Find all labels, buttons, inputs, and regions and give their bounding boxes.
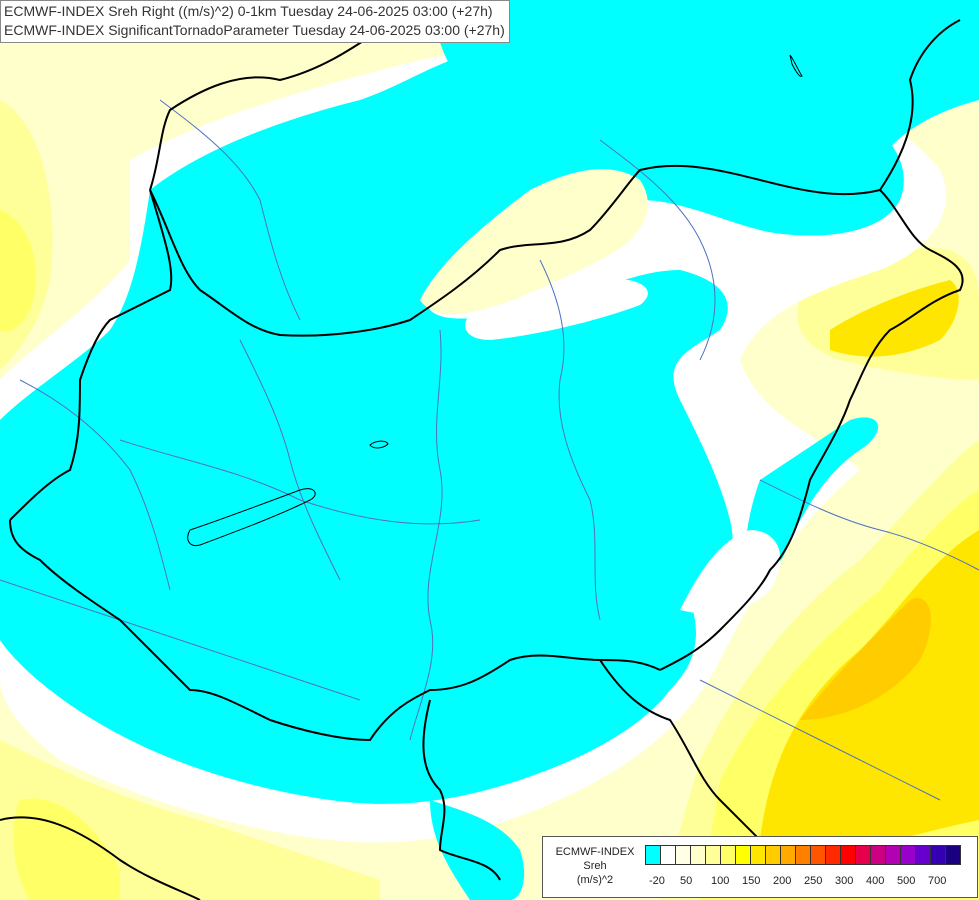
cyan-south-tongue [430,800,525,900]
map-title-box: ECMWF-INDEX Sreh Right ((m/s)^2) 0-1km T… [0,0,510,43]
legend-tick-label: 100 [711,875,730,887]
legend-tick-label: 500 [897,875,916,887]
legend-swatch [840,845,856,865]
legend-unit: (m/s)^2 [576,874,614,886]
legend-swatch [660,845,676,865]
legend-swatch [705,845,721,865]
legend-swatch [690,845,706,865]
legend-swatch [645,845,661,865]
legend-tick-label: 250 [804,875,823,887]
cyan-north-region [430,0,979,160]
legend-swatch [810,845,826,865]
legend-swatch [870,845,886,865]
legend-swatch [780,845,796,865]
legend-swatch [750,845,766,865]
legend-color-scale [645,845,961,867]
legend-label: ECMWF-INDEX Sreh (m/s)^2 [547,845,643,887]
legend-swatch [795,845,811,865]
legend-tick-label: 150 [742,875,761,887]
legend-tick-label: 50 [680,875,693,887]
east-gold-patch [830,280,959,357]
lake-balaton [187,488,316,547]
legend-swatch [885,845,901,865]
legend-swatch [915,845,931,865]
map-title-line1: ECMWF-INDEX Sreh Right ((m/s)^2) 0-1km T… [4,3,493,19]
legend-swatch [900,845,916,865]
legend-tick-label: 400 [866,875,885,887]
small-lake [789,54,803,77]
north-white-blob [465,279,648,340]
legend-tick-label: 200 [773,875,792,887]
cyan-main-region [0,38,904,804]
southeast-orange-region [800,598,931,720]
legend-tick-label: 300 [835,875,854,887]
legend-swatch [825,845,841,865]
legend-tick-labels: -20 50 100 150 200 250 300 400 500 700 [645,875,975,891]
small-lake [369,440,389,449]
map-title-line2: ECMWF-INDEX SignificantTornadoParameter … [4,22,505,38]
legend-swatch [930,845,946,865]
river-network [0,99,979,801]
legend-swatch [735,845,751,865]
legend-swatch [855,845,871,865]
north-yellow-blob [420,169,648,315]
legend-swatch [720,845,736,865]
legend-swatch [945,845,961,865]
southwest-gold-patch [13,798,120,900]
legend-swatch [675,845,691,865]
legend-variable: Sreh [583,860,607,872]
legend-tick-label: -20 [649,875,665,887]
legend-title: ECMWF-INDEX [555,846,635,858]
legend-tick-label: 700 [928,875,947,887]
legend: ECMWF-INDEX Sreh (m/s)^2 -20 50 100 150 200 2… [542,836,978,898]
west-gold-patch [0,210,36,332]
legend-swatch [765,845,781,865]
